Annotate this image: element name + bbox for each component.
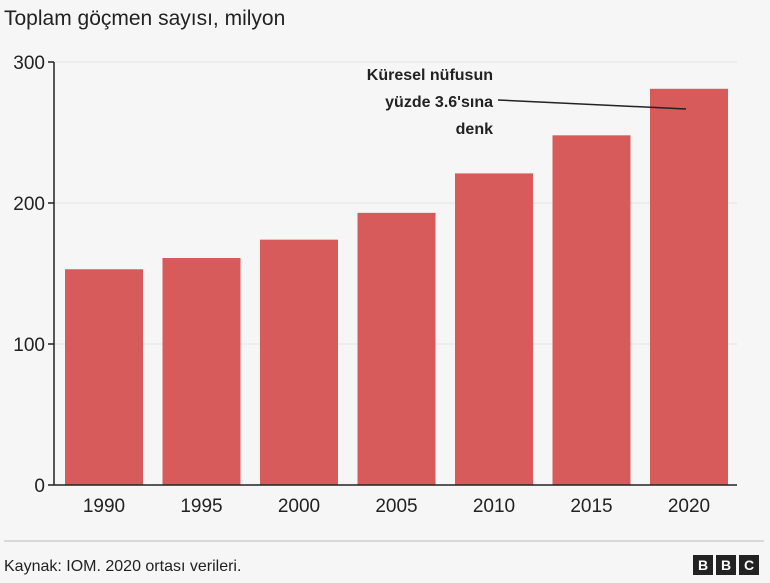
bar-1995 [162,257,241,485]
svg-text:B: B [698,557,708,573]
svg-text:B: B [721,557,731,573]
x-tick-label: 2010 [473,496,515,517]
annotation-line-3: denk [456,121,493,138]
bar-2005 [357,212,436,485]
chart-title: Toplam göçmen sayısı, milyon [4,7,285,30]
x-tick-label: 2000 [278,496,320,517]
x-tick-label: 1990 [83,496,125,517]
annotation-leader-line [497,99,687,110]
x-tick-label: 2015 [570,496,612,517]
y-tick-label: 200 [13,194,45,215]
y-tick-label: 300 [13,53,45,74]
annotation-line-1: Küresel nüfusun [367,67,493,84]
bar-2020 [650,88,728,485]
bar-2010 [455,173,533,485]
annotation: Küresel nüfusun yüzde 3.6'sına denk [367,67,687,138]
x-tick-label: 2005 [375,496,417,517]
source-note: Kaynak: IOM. 2020 ortası verileri. [4,558,241,575]
y-tick-label: 100 [13,335,45,356]
bar-2000 [260,239,338,485]
annotation-line-2: yüzde 3.6'sına [385,94,493,111]
x-tick-label: 1995 [180,496,222,517]
x-tick-label: 2020 [668,496,710,517]
bar-1990 [65,269,143,485]
bar-2015 [552,135,631,485]
svg-text:C: C [744,557,754,573]
bbc-logo: B B C [693,555,759,575]
y-tick-label: 0 [34,476,45,497]
